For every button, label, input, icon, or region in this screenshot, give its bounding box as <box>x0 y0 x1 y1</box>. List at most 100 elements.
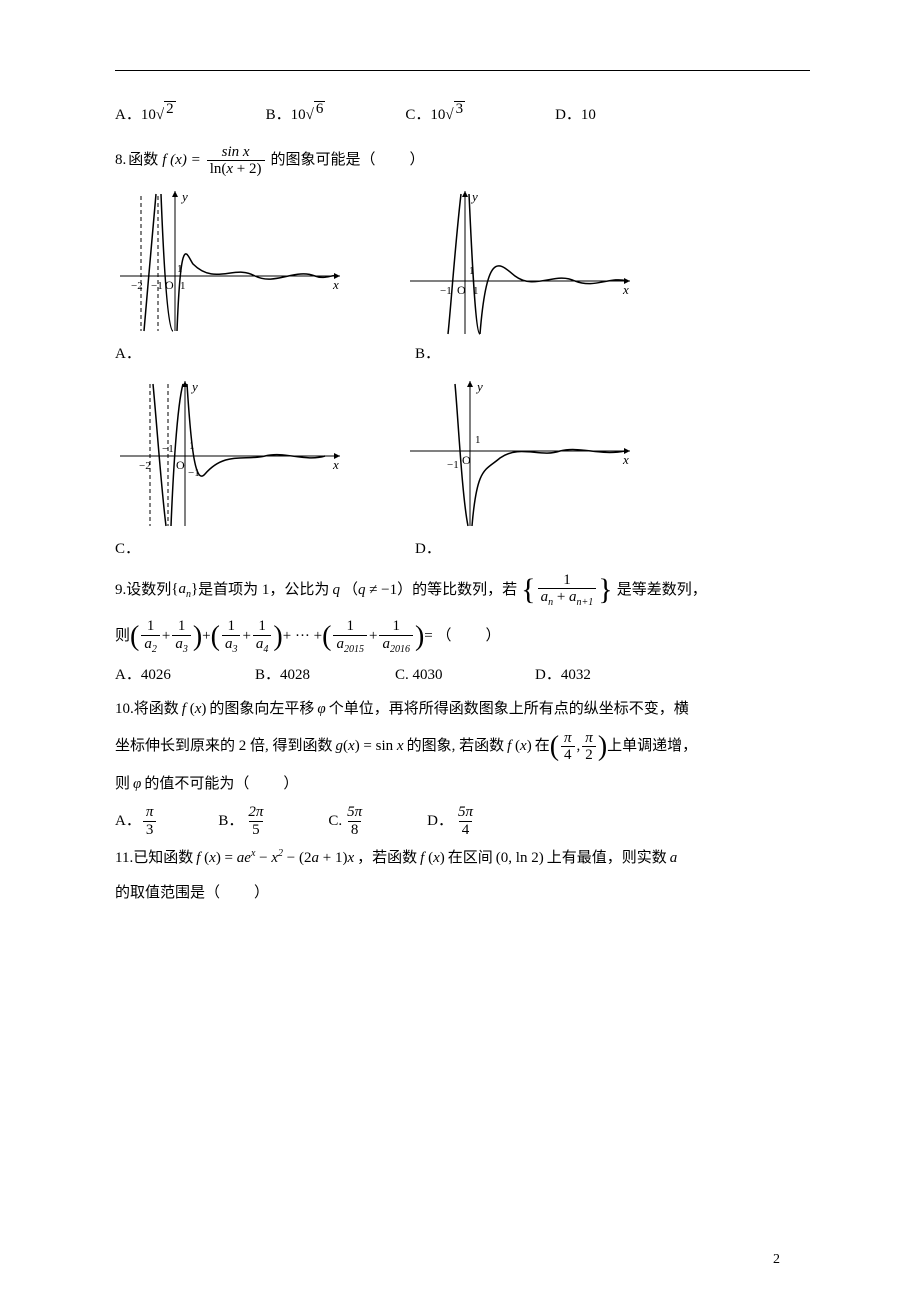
close: ） <box>283 770 298 799</box>
fx: f (x) = <box>162 146 200 175</box>
text: 设数列 <box>126 576 171 605</box>
q11-line1: 11. 已知函数 f (x) = aex − x2 − (2a + 1)x ，若… <box>115 844 810 873</box>
paren: ( <box>211 624 220 649</box>
q7-opt-b: B． 10√6 <box>266 101 326 130</box>
q8-labels-row1: A． B． <box>115 340 810 369</box>
q9-opt-c: C. 4030 <box>395 661 535 690</box>
fx: f (x) <box>420 844 445 873</box>
frac: 2π5 <box>245 804 266 838</box>
q8-labels-row2: C． D． <box>115 535 810 564</box>
q9-options: A．4026 B．4028 C. 4030 D．4032 <box>115 661 810 690</box>
svg-text:−1: −1 <box>447 459 459 471</box>
graph-c: y x 1 O −1 −2 −1 <box>115 376 345 531</box>
svg-text:x: x <box>622 452 629 467</box>
svg-text:1: 1 <box>180 280 186 292</box>
blank <box>376 146 410 175</box>
text: 将函数 <box>134 695 179 724</box>
lbl: C. <box>328 807 342 836</box>
q10-opt-d: D． 5π4 <box>427 804 478 838</box>
q-num: 11. <box>115 844 133 873</box>
q10-opt-b: B． 2π5 <box>218 804 268 838</box>
header-rule <box>115 70 810 71</box>
q10-opt-a: A． π3 <box>115 804 158 838</box>
a: a <box>670 844 678 873</box>
text: 上有最值，则实数 <box>547 844 667 873</box>
text: 是首项为 1，公比为 <box>198 576 329 605</box>
text: （ <box>343 576 358 605</box>
plus: + <box>369 622 377 651</box>
q9-opt-d: D．4032 <box>535 661 675 690</box>
t2a: 1a3 <box>222 618 241 655</box>
opt-label: C． <box>405 101 430 130</box>
eq: f (x) = aex − x2 − (2a + 1)x <box>196 844 354 873</box>
opt-value: 10 <box>581 101 596 130</box>
blank <box>451 622 485 651</box>
paren: ( <box>130 624 139 649</box>
graph-a: y x 1 O 1 −2 −1 <box>115 186 345 336</box>
qne: q ≠ −1 <box>358 576 397 605</box>
denom: an + an+1 <box>538 588 597 608</box>
svg-text:O: O <box>457 283 466 297</box>
frac: 5π8 <box>344 804 365 838</box>
dots: + ··· + <box>283 622 322 651</box>
text: 在 <box>535 732 550 761</box>
gx: g(x) = sin x <box>336 732 404 761</box>
svg-text:y: y <box>470 189 478 204</box>
paren: ( <box>550 734 559 759</box>
page-number: 2 <box>773 1247 780 1274</box>
close: ） <box>254 879 269 908</box>
svg-text:−1: −1 <box>440 285 452 297</box>
t2b: 1a4 <box>253 618 272 655</box>
plus: + <box>202 622 210 651</box>
q-num: 8. <box>115 146 126 175</box>
q-num: 10. <box>115 695 134 724</box>
opt-label: D． <box>555 101 581 130</box>
svg-text:1: 1 <box>189 440 195 452</box>
pi2: π2 <box>582 730 596 764</box>
svg-text:−1: −1 <box>151 280 163 292</box>
q: q <box>332 576 340 605</box>
plus: + <box>242 622 250 651</box>
fx: f (x) <box>182 695 207 724</box>
q7-opt-d: D． 10 <box>555 101 596 130</box>
text: 在区间 <box>448 844 493 873</box>
text: ） <box>410 146 425 175</box>
q10-line3: 则 φ 的值不可能为（ ） <box>115 770 810 799</box>
svg-text:O: O <box>165 278 174 292</box>
q7-options: A． 10√2 B． 10√6 C． 10√3 D． 10 <box>115 101 810 130</box>
paren: ) <box>273 624 282 649</box>
paren: ) <box>193 624 202 649</box>
svg-text:1: 1 <box>469 265 475 277</box>
q10-line2: 坐标伸长到原来的 2 倍, 得到函数 g(x) = sin x 的图象, 若函数… <box>115 730 810 764</box>
svg-text:x: x <box>332 277 339 292</box>
brace-l: { <box>521 578 535 602</box>
svg-text:−1: −1 <box>188 467 200 479</box>
svg-text:−2: −2 <box>139 460 151 472</box>
text: 则 <box>115 622 130 651</box>
q-num: 9. <box>115 576 126 605</box>
graph-d: y x 1 O −1 <box>405 376 635 531</box>
text: 的图象向左平移 <box>209 695 314 724</box>
svg-text:−1: −1 <box>162 443 174 455</box>
text: 坐标伸长到原来的 2 倍, 得到函数 <box>115 732 333 761</box>
svg-text:−2: −2 <box>131 280 143 292</box>
svg-text:x: x <box>622 282 629 297</box>
frac: π3 <box>143 804 157 838</box>
text: 则 <box>115 770 130 799</box>
q7-opt-c: C． 10√3 <box>405 101 465 130</box>
q10-opt-c: C. 5π8 <box>328 804 367 838</box>
text: 函数 <box>128 146 158 175</box>
lbl: D． <box>427 807 453 836</box>
text: 的图象可能是（ <box>271 146 376 175</box>
text: 的值不可能为（ <box>144 770 249 799</box>
opt-label: A． <box>115 101 141 130</box>
t3b: 1a2016 <box>379 618 413 655</box>
q8-graphs-row1: y x 1 O 1 −2 −1 y x 1 O 1 −1 <box>115 186 810 336</box>
interval: (0, ln 2) <box>496 844 544 873</box>
t3a: 1a2015 <box>333 618 367 655</box>
q9-opt-a: A．4026 <box>115 661 255 690</box>
opt-label: B． <box>266 101 291 130</box>
opt-value: 10√2 <box>141 101 176 130</box>
text: ，若函数 <box>357 844 417 873</box>
q9-line2: 则 ( 1a2 + 1a3 ) + ( 1a3 + 1a4 ) + ··· + … <box>115 618 810 655</box>
